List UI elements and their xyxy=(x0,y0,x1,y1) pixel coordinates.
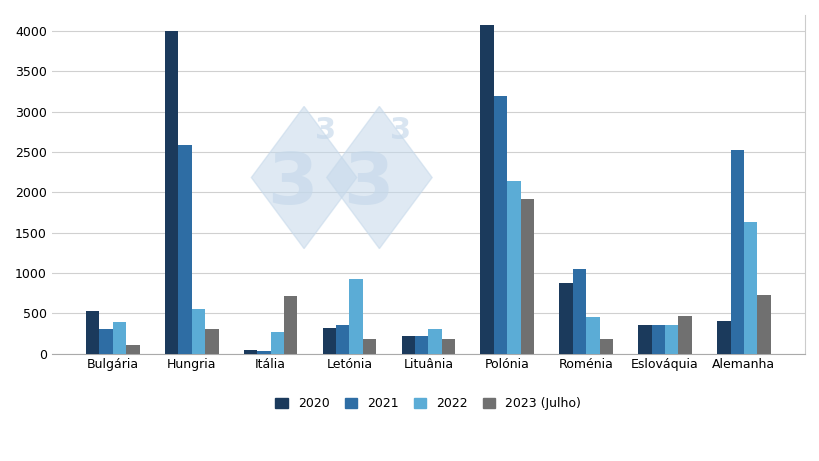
Bar xyxy=(270,332,283,354)
Bar xyxy=(428,330,441,354)
Bar xyxy=(178,145,192,354)
Bar xyxy=(336,325,349,354)
Bar xyxy=(520,199,533,354)
Bar xyxy=(480,25,493,354)
Bar xyxy=(507,181,520,354)
Bar xyxy=(126,345,139,354)
Bar xyxy=(717,321,730,354)
Bar xyxy=(493,95,507,354)
Bar xyxy=(677,316,691,354)
Polygon shape xyxy=(326,106,432,248)
Text: 3: 3 xyxy=(267,150,318,219)
Bar xyxy=(572,269,586,354)
Text: 3: 3 xyxy=(342,150,393,219)
Bar xyxy=(113,322,126,354)
Bar xyxy=(86,311,99,354)
Bar xyxy=(401,336,414,354)
Bar xyxy=(651,325,664,354)
Bar xyxy=(363,339,376,354)
Bar xyxy=(414,336,428,354)
Bar xyxy=(165,31,178,354)
Bar xyxy=(559,284,572,354)
Bar xyxy=(257,351,270,354)
Bar xyxy=(243,349,257,354)
Bar xyxy=(730,150,743,354)
Bar xyxy=(599,339,613,354)
Bar xyxy=(757,295,770,354)
Bar xyxy=(322,328,336,354)
Bar xyxy=(283,296,297,354)
Bar xyxy=(441,339,455,354)
Legend: 2020, 2021, 2022, 2023 (Julho): 2020, 2021, 2022, 2023 (Julho) xyxy=(270,392,586,415)
Bar xyxy=(99,329,113,354)
Bar xyxy=(586,317,599,354)
Bar xyxy=(743,222,757,354)
Text: 3: 3 xyxy=(390,116,410,145)
Text: 3: 3 xyxy=(314,116,335,145)
Polygon shape xyxy=(251,106,356,248)
Bar xyxy=(192,309,205,354)
Bar xyxy=(349,279,363,354)
Bar xyxy=(664,325,677,354)
Bar xyxy=(205,329,218,354)
Bar xyxy=(637,325,651,354)
